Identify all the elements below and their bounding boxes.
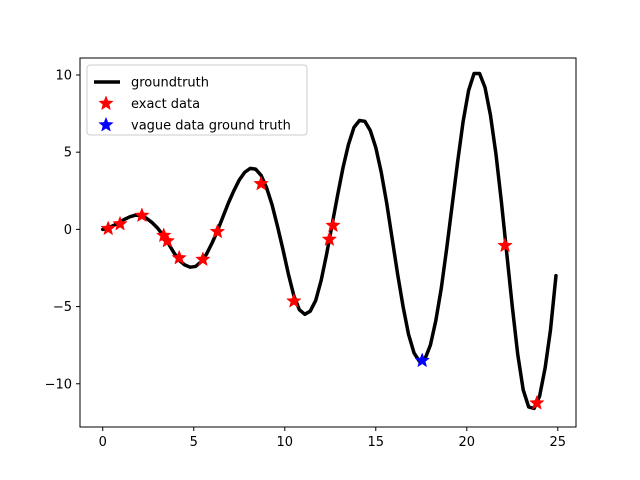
data-point-exact-data-11 [325, 217, 341, 233]
data-point-exact-data-7 [209, 223, 226, 239]
y-axis-ticks: −10 −5 0 5 10 [45, 68, 80, 392]
y-tick-label: −10 [45, 377, 72, 392]
data-point-exact-data-0 [100, 220, 117, 236]
data-point-exact-data-10 [321, 231, 338, 247]
data-point-exact-data-13 [529, 394, 545, 410]
x-axis-ticks: 0 5 10 15 20 25 [99, 427, 566, 450]
data-point-exact-data-12 [497, 237, 513, 253]
y-tick-label: −5 [53, 300, 72, 315]
legend-label: groundtruth [131, 76, 209, 91]
data-point-vague-data-ground-truth-0 [414, 352, 430, 368]
y-tick-label: 5 [64, 146, 72, 161]
legend-box [86, 64, 308, 136]
data-point-exact-data-9 [286, 292, 302, 308]
axes-frame [79, 57, 577, 428]
data-point-exact-data-4 [159, 232, 176, 248]
legend-star-handle [98, 95, 114, 111]
x-tick-label: 25 [550, 435, 567, 450]
legend: groundtruth exact data vague data ground t… [86, 64, 308, 136]
x-tick-label: 10 [276, 435, 293, 450]
y-tick-label: 10 [55, 68, 72, 83]
data-point-exact-data-2 [134, 207, 150, 223]
data-point-exact-data-5 [171, 249, 187, 265]
x-tick-label: 5 [190, 435, 198, 450]
data-point-exact-data-6 [195, 251, 211, 267]
x-tick-label: 15 [368, 435, 385, 450]
x-tick-label: 0 [99, 435, 107, 450]
data-point-exact-data-8 [253, 175, 269, 191]
y-tick-label: 0 [64, 223, 72, 238]
data-point-exact-data-1 [112, 215, 128, 231]
legend-label: exact data [131, 97, 200, 112]
legend-star-handle [98, 116, 114, 132]
x-tick-label: 20 [459, 435, 476, 450]
legend-label: vague data ground truth [131, 119, 291, 134]
plot-markers [100, 175, 545, 410]
